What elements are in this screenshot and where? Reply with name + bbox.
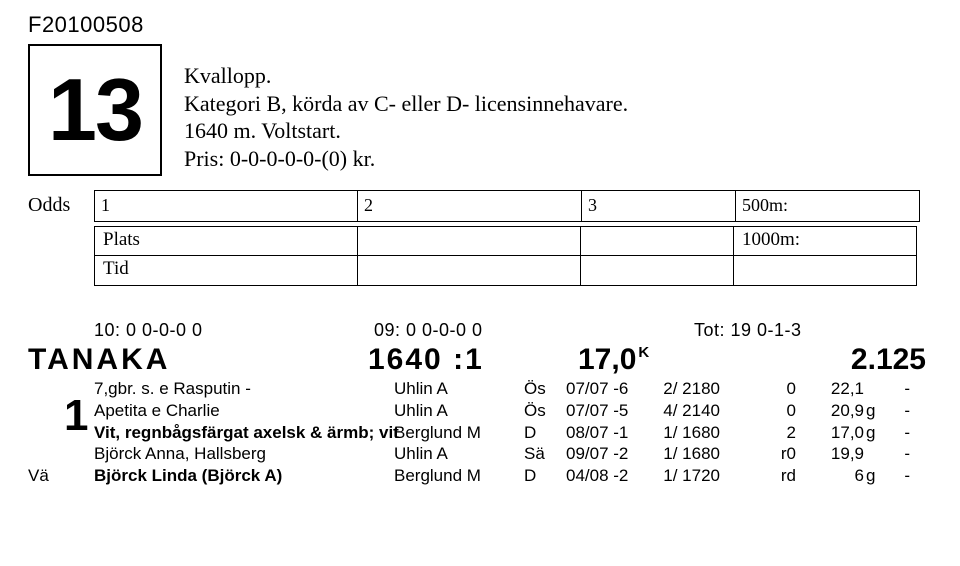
horse-odds: 2.125 (851, 343, 932, 377)
row-track: Sä (524, 443, 566, 465)
plats-cell-1000m: 1000m: (733, 226, 917, 256)
row-track: Ös (524, 400, 566, 422)
desc-line-1: Kvallopp. (184, 62, 628, 90)
odds-val-2: 2 (364, 195, 373, 215)
form-row: Björck Linda (Björck A)Berglund MD04/08 … (94, 465, 932, 487)
form-row: Apetita e CharlieUhlin AÖs07/07 -54/ 214… (94, 400, 932, 422)
race-number: 13 (48, 66, 142, 154)
stat-tot: Tot: 19 0-1-3 (694, 320, 932, 341)
row-left: Björck Linda (Björck A) (94, 465, 394, 487)
row-time: 6 (804, 465, 866, 487)
row-place: 1/ 1680 (644, 443, 730, 465)
plats-cell-4b (733, 256, 917, 286)
row-place: 1/ 1720 (644, 465, 730, 487)
row-driver: Uhlin A (394, 378, 524, 400)
odds-cell-2: 2 (358, 190, 582, 222)
label-1000m: 1000m: (742, 229, 800, 250)
row-dist: rd (730, 465, 804, 487)
tid-cell: Tid (94, 256, 358, 286)
plats-cell-2b (357, 256, 581, 286)
row-date: 07/07 -5 (566, 400, 644, 422)
form-table: Vä 1 7,gbr. s. e Rasputin -Uhlin AÖs07/0… (28, 378, 932, 488)
odds-cell-500m: 500m: (736, 190, 920, 222)
odds-val-3: 3 (588, 195, 597, 215)
row-time: 22,1 (804, 378, 866, 400)
odds-block: Odds 1 2 3 500m: Plats Tid (28, 190, 932, 286)
row-suffix: g (866, 465, 890, 487)
row-dist: 0 (730, 400, 804, 422)
row-left: Apetita e Charlie (94, 400, 394, 422)
row-place: 2/ 2180 (644, 378, 730, 400)
row-place: 4/ 2140 (644, 400, 730, 422)
stats-row: 10: 0 0-0-0 0 09: 0 0-0-0 0 Tot: 19 0-1-… (28, 320, 932, 341)
row-dist: r0 (730, 443, 804, 465)
horse-header: TANAKA 1640 :1 17,0 K 2.125 (28, 343, 932, 377)
row-suffix (866, 378, 890, 400)
plats-cell-3a (580, 226, 734, 256)
odds-val-1: 1 (101, 195, 110, 215)
row-suffix (866, 443, 890, 465)
row-date: 07/07 -6 (566, 378, 644, 400)
row-time: 19,9 (804, 443, 866, 465)
row-left: 7,gbr. s. e Rasputin - (94, 378, 394, 400)
stat-10: 10: 0 0-0-0 0 (28, 320, 374, 341)
desc-line-2: Kategori B, körda av C- eller D- licensi… (184, 90, 628, 118)
row-dash: - (890, 443, 910, 465)
row-place: 1/ 1680 (644, 422, 730, 444)
tid-label: Tid (103, 258, 129, 279)
row-left: Björck Anna, Hallsberg (94, 443, 394, 465)
row-track: Ös (524, 378, 566, 400)
plats-label: Plats (103, 229, 140, 250)
row-driver: Berglund M (394, 422, 524, 444)
horse-distance: 1640 :1 (368, 343, 578, 377)
row-dash: - (890, 378, 910, 400)
entry-number: 1 (64, 378, 94, 488)
row-driver: Berglund M (394, 465, 524, 487)
race-description: Kvallopp. Kategori B, körda av C- eller … (184, 62, 628, 172)
row-date: 08/07 -1 (566, 422, 644, 444)
form-row: Björck Anna, HallsbergUhlin ASä09/07 -21… (94, 443, 932, 465)
row-time: 17,0 (804, 422, 866, 444)
row-dash: - (890, 422, 910, 444)
row-track: D (524, 465, 566, 487)
row-prefix-va: Vä (28, 466, 64, 488)
stat-09: 09: 0 0-0-0 0 (374, 320, 694, 341)
race-number-box: 13 (28, 44, 162, 176)
desc-line-3: 1640 m. Voltstart. (184, 117, 628, 145)
horse-time-suffix: K (638, 344, 649, 361)
horse-time: 17,0 (578, 343, 636, 377)
form-row: 7,gbr. s. e Rasputin -Uhlin AÖs07/07 -62… (94, 378, 932, 400)
row-driver: Uhlin A (394, 443, 524, 465)
row-suffix: g (866, 400, 890, 422)
row-suffix: g (866, 422, 890, 444)
prefix-column: Vä (28, 378, 64, 488)
row-dash: - (890, 400, 910, 422)
row-dist: 2 (730, 422, 804, 444)
desc-line-4: Pris: 0-0-0-0-0-(0) kr. (184, 145, 628, 173)
plats-cell-3b (580, 256, 734, 286)
plats-cell-2a (357, 226, 581, 256)
form-row: Vit, regnbågsfärgat axelsk & ärmb; vitBe… (94, 422, 932, 444)
row-left: Vit, regnbågsfärgat axelsk & ärmb; vit (94, 422, 394, 444)
odds-cell-3: 3 (582, 190, 736, 222)
row-date: 04/08 -2 (566, 465, 644, 487)
row-track: D (524, 422, 566, 444)
plats-spacer-label (28, 226, 94, 286)
odds-label: Odds (28, 190, 94, 222)
odds-cell-1: 1 (94, 190, 358, 222)
horse-name: TANAKA (28, 343, 368, 377)
row-date: 09/07 -2 (566, 443, 644, 465)
document-id: F20100508 (28, 12, 932, 38)
plats-cell: Plats (94, 226, 358, 256)
row-dist: 0 (730, 378, 804, 400)
row-time: 20,9 (804, 400, 866, 422)
row-dash: - (890, 465, 910, 487)
label-500m: 500m: (742, 195, 788, 215)
row-driver: Uhlin A (394, 400, 524, 422)
